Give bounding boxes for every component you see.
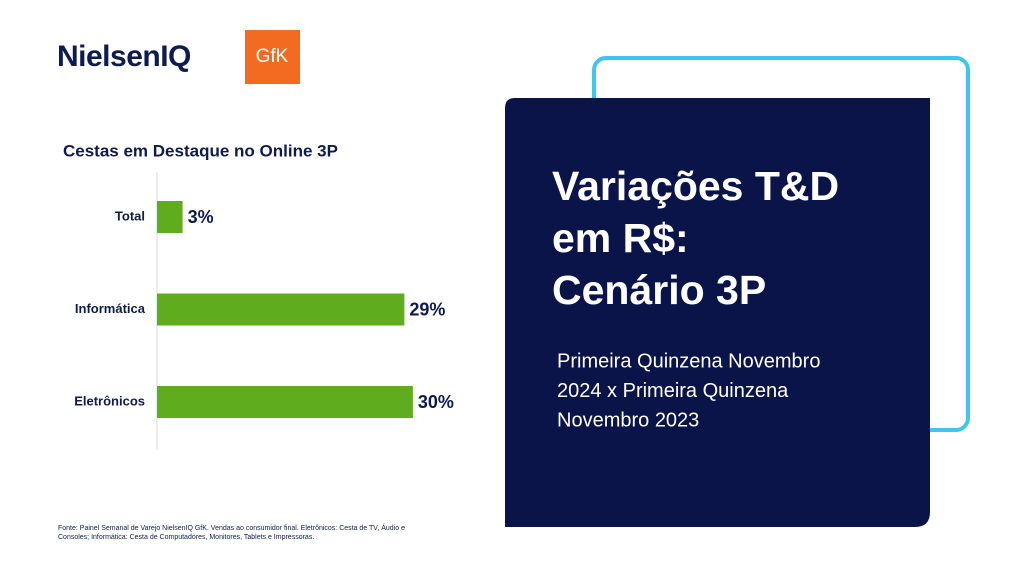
panel-title: Cenário 3P	[552, 267, 766, 313]
category-label: Informática	[75, 301, 146, 316]
panel-title: Variações T&D	[552, 163, 839, 209]
value-label: 3%	[188, 207, 214, 227]
category-label: Total	[115, 208, 145, 223]
gfk-logo-box	[245, 30, 300, 84]
chart-title: Cestas em Destaque no Online 3P	[63, 141, 338, 160]
nielseniq-logo: NielsenIQ	[57, 40, 191, 73]
footnote: Consoles; Informática: Cesta de Computad…	[58, 534, 314, 541]
panel-subtitle: Novembro 2023	[557, 409, 699, 431]
bar	[157, 386, 413, 418]
category-label: Eletrônicos	[74, 393, 145, 408]
panel-subtitle: 2024 x Primeira Quinzena	[557, 380, 789, 402]
bar	[157, 293, 405, 326]
footnote: Fonte: Painel Semanal de Varejo NielsenI…	[58, 523, 405, 532]
panel	[505, 98, 930, 527]
panel-subtitle: Primeira Quinzena Novembro	[557, 350, 820, 372]
gfk-logo: GfK	[256, 46, 289, 67]
value-label: 29%	[409, 299, 445, 319]
panel-title: em R$:	[552, 215, 689, 261]
value-label: 30%	[418, 392, 454, 412]
bar	[157, 201, 183, 233]
